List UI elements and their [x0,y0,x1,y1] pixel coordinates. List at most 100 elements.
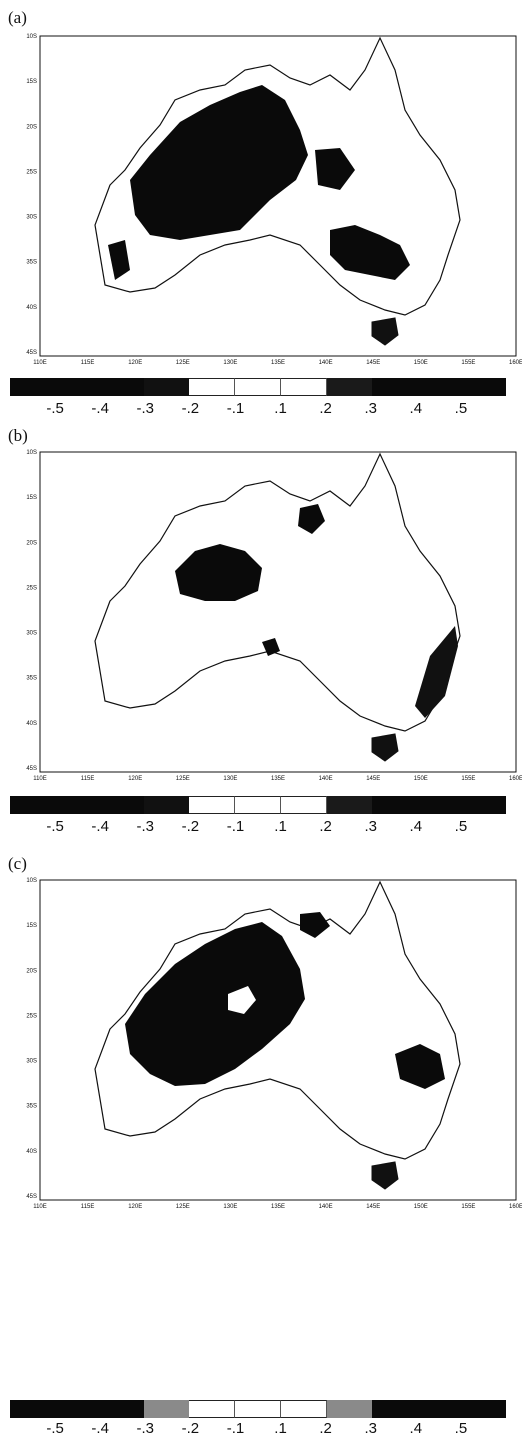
lon-tick-label: 130E [223,776,237,782]
colorbar-segment [326,1400,372,1418]
lon-tick-label: 125E [176,360,190,366]
colorbar-tick-label: -.5 [46,818,64,835]
lon-tick-label: 120E [128,360,142,366]
australia-outline [94,452,461,732]
lon-tick-label: 120E [128,1204,142,1210]
colorbar-segment [99,796,145,814]
colorbar-tick-label: -.3 [136,400,155,417]
lat-axis-labels: 10S 15S 20S 25S 30S 35S 40S 45S [26,34,37,356]
lat-tick-label: 10S [26,34,37,40]
dry-region-a-4 [108,240,130,280]
lat-tick-label: 30S [26,1059,37,1065]
colorbar-tick-label: .4 [409,400,423,417]
colorbar-tick-label: -.4 [91,1420,109,1437]
colorbar-segment [371,1400,417,1418]
dry-region-b-3 [262,638,280,656]
lon-tick-label: 150E [414,360,428,366]
lat-tick-label: 30S [26,215,37,221]
colorbar-tick-label: -.2 [181,400,200,417]
colorbar-tick-label: -.4 [91,818,109,835]
colorbar-segment [235,1400,281,1418]
lon-tick-label: 115E [81,776,95,782]
colorbar-segment [144,1400,190,1418]
colorbar-tick-label: -.3 [136,1420,155,1437]
lon-tick-label: 135E [271,360,285,366]
lon-tick-label: 145E [366,360,380,366]
australia-map-a: 10S 15S 20S 25S 30S 35S 40S 45S 110E 115E 120E 125… [26,34,522,366]
wet-patch-c [228,986,256,1014]
lon-tick-label: 125E [176,1204,190,1210]
colorbar-segment [416,378,462,396]
colorbar-tick-label: .2 [319,1420,332,1437]
colorbar-tick-label: -.5 [46,1420,64,1437]
australia-map-b: 10S 15S 20S 25S 30S 35S 40S 45S 110E 115E 120E 125… [26,450,522,782]
colorbar-segment [99,378,145,396]
lat-tick-label: 15S [26,79,37,85]
lon-tick-label: 115E [81,360,95,366]
colorbar-a [10,378,506,396]
colorbar-tick-label: -.2 [181,818,200,835]
colorbar-segment [235,796,281,814]
lat-tick-label: 45S [26,766,37,772]
lat-tick-label: 10S [26,878,37,884]
colorbar-tick-label: -.1 [226,400,245,417]
lon-tick-label: 135E [271,776,285,782]
colorbar-segment [461,378,506,396]
lon-tick-label: 150E [414,1204,428,1210]
lat-tick-label: 25S [26,169,37,175]
colorbar-c [10,1400,506,1418]
colorbar-segment [280,378,327,396]
colorbar-segment [10,378,55,396]
colorbar-segment [461,1400,506,1418]
colorbar-segment [144,796,190,814]
lat-tick-label: 40S [26,305,37,311]
colorbar-segment [416,796,462,814]
colorbar-tick-label: .2 [319,818,332,835]
colorbar-tick-label: .2 [319,400,332,417]
colorbar-tick-label: .1 [274,400,287,417]
colorbar-segment [416,1400,462,1418]
lat-tick-label: 20S [26,540,37,546]
lon-tick-label: 150E [414,776,428,782]
lon-tick-label: 130E [223,1204,237,1210]
lon-tick-label: 145E [366,776,380,782]
colorbar-tick-label: -.1 [226,818,245,835]
colorbar-segment [280,1400,327,1418]
colorbar-tick-label: .1 [274,1420,287,1437]
lon-tick-label: 125E [176,776,190,782]
lon-axis-labels: 110E 115E 120E 125E 130E 135E 140E 145E 150E 155E… [33,776,522,782]
lat-tick-label: 35S [26,260,37,266]
lon-tick-label: 110E [33,1204,47,1210]
lat-tick-label: 20S [26,124,37,130]
lon-tick-label: 145E [366,1204,380,1210]
lat-tick-label: 25S [26,585,37,591]
dry-region-c-1 [125,922,305,1086]
lat-tick-label: 30S [26,631,37,637]
colorbar-segment [10,1400,55,1418]
colorbar-tick-label: .3 [364,1420,377,1437]
australia-map-c: 10S 15S 20S 25S 30S 35S 40S 45S 110E 115E 120E 125… [26,878,522,1210]
lat-tick-label: 20S [26,968,37,974]
lon-axis-labels: 110E 115E 120E 125E 130E 135E 140E 145E 150E 155E… [33,1204,522,1210]
colorbar-segment [189,378,236,396]
colorbar-b [10,796,506,814]
lat-tick-label: 35S [26,1104,37,1110]
colorbar-segment [144,378,190,396]
lat-tick-label: 10S [26,450,37,456]
colorbar-segment [371,378,417,396]
colorbar-tick-label: .5 [454,1420,468,1437]
colorbar-segment [99,1400,145,1418]
colorbar-segment [54,1400,100,1418]
lat-tick-label: 25S [26,1013,37,1019]
lon-tick-label: 155E [461,776,475,782]
colorbar-c-ticks: -.5 -.4 -.3 -.2 -.1 .1 .2 .3 .4 .5 [10,1420,506,1440]
colorbar-segment [189,1400,236,1418]
lon-tick-label: 140E [319,360,333,366]
colorbar-tick-label: -.5 [46,400,64,417]
colorbar-tick-label: -.3 [136,818,155,835]
colorbar-segment [371,796,417,814]
lon-tick-label: 155E [461,1204,475,1210]
colorbar-segment [235,378,281,396]
dry-region-a-3 [315,148,355,190]
colorbar-tick-label: .5 [454,400,468,417]
